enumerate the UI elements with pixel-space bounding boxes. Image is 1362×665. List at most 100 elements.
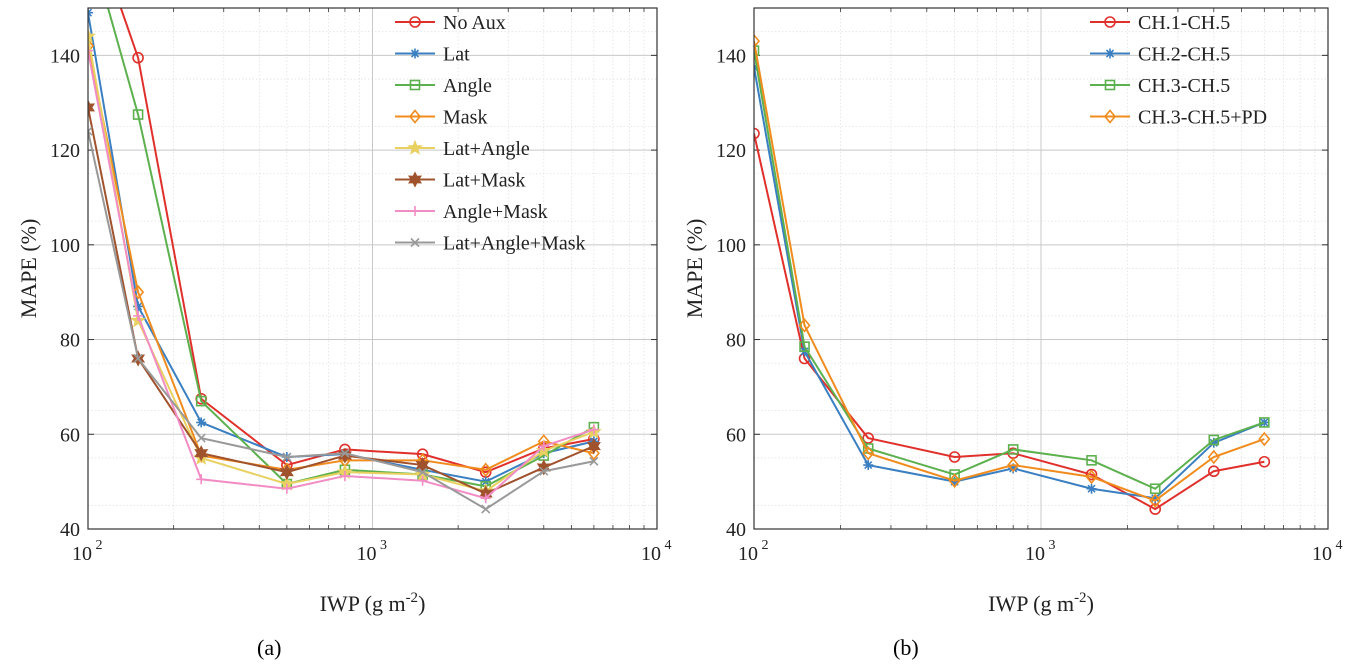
legend: No Aux Lat Angle Mask Lat+Angle Lat+Mask Angle… [395, 12, 586, 255]
data-point [194, 445, 209, 462]
x-tick-exponent: 3 [380, 538, 387, 553]
data-point [88, 28, 96, 44]
data-point [1258, 455, 1271, 468]
chart-b: 40 60 80 100 120 140 10 2 10 3 10 4 IWP (g m-2) MAPE … [682, 7, 1343, 616]
data-point [132, 109, 144, 120]
data-point [196, 417, 207, 428]
legend-item: Lat+Angle+Mask [395, 233, 586, 255]
data-point [1149, 483, 1161, 495]
data-point [133, 301, 144, 312]
data-point [799, 341, 810, 352]
x-axis-label: IWP (g m-2) [988, 590, 1094, 616]
data-point [1149, 493, 1162, 508]
y-tick-label: 80 [726, 330, 746, 352]
legend-label: No Aux [443, 12, 506, 34]
data-point [481, 504, 491, 514]
series-group [754, 33, 1271, 515]
panel-label-a: (a) [257, 635, 282, 660]
data-point [282, 452, 292, 462]
panel-label-b: (b) [893, 635, 919, 660]
series-group [88, 8, 602, 514]
y-tick-label: 60 [60, 424, 80, 446]
data-point [1086, 483, 1097, 494]
data-point [588, 424, 599, 435]
data-point [589, 456, 599, 466]
legend-item: CH.3-CH.5 [1090, 75, 1230, 97]
x-tick-exponent: 3 [1049, 538, 1056, 553]
data-point [1207, 449, 1220, 465]
data-point [196, 433, 206, 443]
data-point [88, 126, 93, 136]
data-point [754, 127, 760, 140]
data-point [587, 445, 600, 461]
y-tick-label: 120 [50, 140, 80, 162]
series-line-3 [754, 40, 1265, 502]
x-tick-label: 10 [1312, 543, 1332, 565]
data-point [754, 33, 761, 49]
legend-item: Mask [395, 107, 487, 129]
data-point [279, 464, 294, 481]
data-point [339, 470, 350, 481]
data-point [1085, 469, 1098, 485]
legend-label: CH.2-CH.5 [1138, 44, 1230, 66]
data-point [133, 310, 144, 321]
data-point [417, 475, 428, 486]
data-point [538, 441, 549, 452]
x-tick-label: 10 [357, 543, 377, 565]
legend-item: Angle [395, 75, 492, 97]
data-point [132, 284, 145, 300]
data-point [1258, 431, 1271, 447]
legend-label: Lat [443, 44, 470, 66]
y-tick-label: 80 [60, 330, 80, 352]
y-tick-label: 140 [716, 45, 746, 67]
data-point [862, 432, 875, 444]
legend-label: Angle [443, 75, 492, 97]
legend-item: Lat+Angle [395, 138, 530, 160]
data-point [539, 466, 549, 476]
legend-item: CH.1-CH.5 [1090, 12, 1230, 34]
y-tick-label: 100 [716, 235, 746, 257]
legend-item: CH.2-CH.5 [1090, 44, 1230, 66]
data-point [1208, 434, 1220, 446]
data-point [863, 460, 874, 471]
data-point [1085, 468, 1098, 481]
legend-label: CH.1-CH.5 [1138, 12, 1230, 34]
legend-label: Mask [443, 107, 487, 129]
data-point [88, 38, 95, 54]
data-point [132, 51, 144, 64]
data-point [196, 474, 207, 485]
data-point [281, 483, 292, 494]
data-point [1207, 465, 1220, 478]
data-point [88, 99, 96, 116]
y-tick-label: 40 [60, 519, 80, 541]
y-tick-label: 120 [716, 140, 746, 162]
x-tick-exponent: 4 [1336, 538, 1343, 553]
axes-frame [753, 7, 1329, 530]
legend-item: CH.3-CH.5+PD [1090, 107, 1267, 129]
data-point [1007, 457, 1020, 473]
legend-label: Lat+Angle+Mask [443, 233, 586, 255]
legend-item: No Aux [395, 12, 506, 34]
legend-label: Lat+Mask [443, 170, 525, 192]
data-point [1149, 503, 1162, 515]
data-point [1007, 444, 1019, 455]
legend-label: Lat+Angle [443, 138, 530, 160]
data-point [798, 318, 811, 333]
data-point [337, 447, 352, 464]
data-point [536, 459, 551, 476]
axes-frame [87, 7, 658, 530]
y-tick-label: 100 [50, 235, 80, 257]
legend-label: CH.3-CH.5 [1138, 75, 1230, 97]
data-point [1150, 493, 1161, 504]
y-axis-label: MAPE (%) [16, 219, 41, 319]
y-tick-label: 40 [726, 519, 746, 541]
data-point [1008, 463, 1019, 474]
x-tick-exponent: 2 [762, 538, 769, 553]
data-point [862, 445, 875, 461]
legend-item: Lat [395, 44, 470, 66]
data-point [586, 438, 601, 455]
y-tick-label: 60 [726, 424, 746, 446]
legend: CH.1-CH.5 CH.2-CH.5 CH.3-CH.5 CH.3-CH.5+PD [1090, 12, 1267, 129]
